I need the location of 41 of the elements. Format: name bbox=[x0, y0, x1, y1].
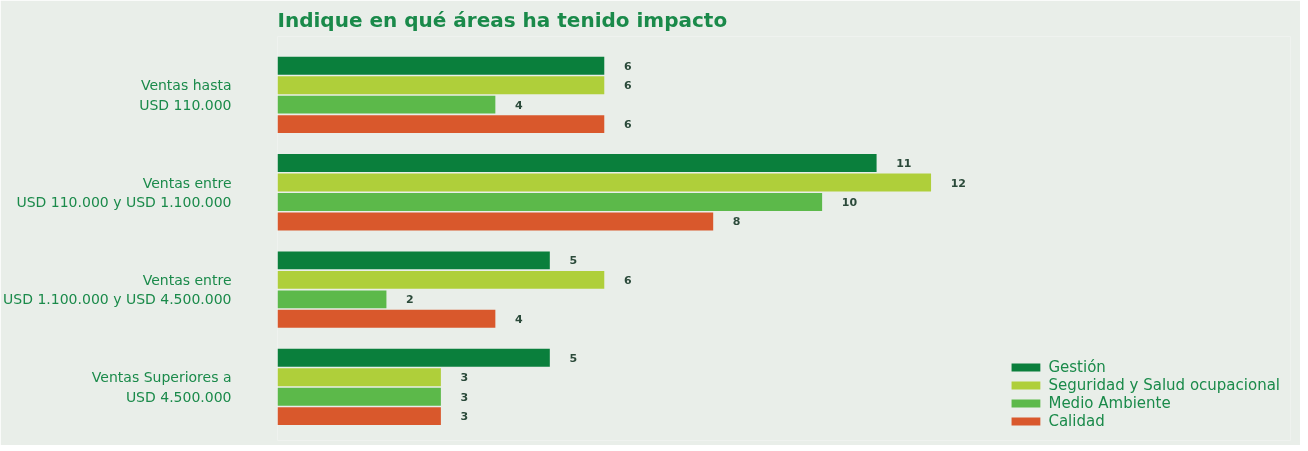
bar bbox=[277, 173, 932, 192]
legend-label: Medio Ambiente bbox=[1048, 394, 1171, 412]
data-label: 6 bbox=[623, 118, 632, 132]
bar bbox=[277, 368, 441, 387]
data-label: 11 bbox=[896, 157, 912, 171]
legend-label: Calidad bbox=[1048, 412, 1105, 430]
y-tick-label: Ventas entre USD 110.000 y USD 1.100.000 bbox=[16, 174, 232, 210]
bar bbox=[277, 407, 441, 426]
bar bbox=[277, 212, 714, 231]
bar bbox=[277, 193, 823, 211]
bar bbox=[277, 270, 605, 289]
y-tick-label: Ventas Superiores a USD 4.500.000 bbox=[91, 369, 232, 405]
bar bbox=[277, 95, 496, 114]
legend-label: Gestión bbox=[1048, 358, 1106, 376]
y-tick-label: Ventas entre USD 1.100.000 y USD 4.500.000 bbox=[3, 272, 232, 308]
data-label: 5 bbox=[569, 351, 578, 365]
bar bbox=[277, 115, 605, 134]
bar bbox=[277, 154, 877, 173]
data-label: 6 bbox=[623, 59, 632, 73]
data-label: 2 bbox=[406, 293, 414, 307]
bar bbox=[277, 387, 441, 406]
data-label: 3 bbox=[460, 390, 469, 404]
bar bbox=[277, 76, 605, 95]
bar bbox=[277, 251, 550, 270]
bar bbox=[277, 309, 496, 328]
data-label: 5 bbox=[569, 254, 578, 268]
bar bbox=[277, 348, 550, 367]
bar bbox=[277, 290, 387, 309]
data-label: 6 bbox=[623, 273, 632, 287]
data-label: 3 bbox=[460, 410, 469, 424]
legend-label: Seguridad y Salud ocupacional bbox=[1048, 376, 1280, 394]
data-label: 8 bbox=[732, 215, 741, 229]
data-label: 6 bbox=[623, 79, 632, 93]
data-label: 3 bbox=[460, 371, 469, 385]
data-label: 10 bbox=[841, 195, 858, 209]
bar bbox=[277, 56, 605, 75]
data-label: 12 bbox=[950, 176, 966, 190]
chart-title: Indique en qué áreas ha tenido impacto bbox=[277, 7, 728, 32]
data-label: 4 bbox=[514, 98, 523, 112]
data-label: 4 bbox=[514, 312, 523, 326]
y-tick-label: Ventas hasta USD 110.000 bbox=[139, 77, 232, 113]
